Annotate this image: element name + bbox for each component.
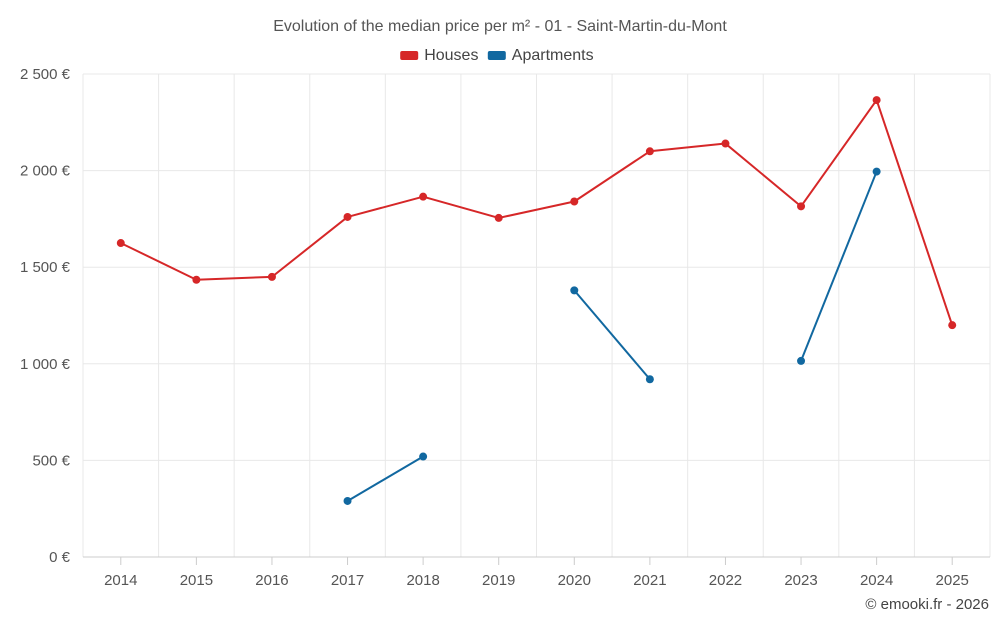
data-point-houses — [192, 275, 201, 284]
y-tick-label: 1 500 € — [20, 259, 71, 276]
data-point-apartments — [419, 452, 428, 461]
data-point-houses — [343, 212, 352, 221]
x-tick-label: 2016 — [255, 572, 288, 589]
x-tick-label: 2022 — [709, 572, 742, 589]
x-tick-label: 2024 — [860, 572, 893, 589]
data-point-apartments — [797, 356, 806, 365]
x-tick-label: 2019 — [482, 572, 515, 589]
data-point-houses — [494, 213, 503, 222]
y-tick-label: 1 000 € — [20, 356, 71, 373]
x-tick-label: 2014 — [104, 572, 137, 589]
grid — [82, 73, 991, 557]
data-point-houses — [570, 197, 579, 206]
series-layer — [116, 96, 957, 505]
legend-label-apartments: Apartments — [512, 47, 594, 64]
legend-swatch-apartments — [487, 51, 506, 60]
data-point-houses — [797, 202, 806, 211]
y-tick-label: 500 € — [32, 452, 70, 469]
legend: Houses Apartments — [400, 47, 594, 64]
y-tick-label: 0 € — [49, 549, 71, 566]
x-tick-label: 2025 — [936, 572, 969, 589]
data-point-houses — [872, 96, 881, 105]
x-tick-label: 2023 — [784, 572, 817, 589]
axes: 0 € 500 € 1 000 € 1 500 € 2 000 € 2 500 € 2014… — [20, 66, 990, 589]
y-tick-label: 2 000 € — [20, 163, 71, 180]
data-point-apartments — [872, 167, 881, 176]
data-point-apartments — [645, 375, 654, 384]
data-point-houses — [267, 272, 276, 281]
series-line-apartments — [800, 171, 878, 362]
x-tick-label: 2015 — [180, 572, 213, 589]
series-line-houses — [120, 99, 954, 326]
data-point-houses — [948, 321, 957, 330]
data-point-houses — [419, 192, 428, 201]
credit-text: © emooki.fr - 2026 — [865, 596, 989, 613]
data-point-houses — [645, 147, 654, 156]
chart-title: Evolution of the median price per m² - 0… — [273, 18, 727, 35]
legend-label-houses: Houses — [424, 47, 478, 64]
data-point-apartments — [570, 286, 579, 295]
x-tick-label: 2018 — [406, 572, 439, 589]
data-point-houses — [721, 139, 730, 148]
x-tick-label: 2021 — [633, 572, 666, 589]
series-line-apartments — [347, 455, 424, 502]
series-line-apartments — [573, 289, 651, 380]
data-point-houses — [116, 239, 125, 248]
legend-swatch-houses — [400, 51, 419, 60]
y-tick-label: 2 500 € — [20, 66, 71, 83]
x-tick-label: 2020 — [558, 572, 591, 589]
series-apartments — [343, 167, 881, 505]
x-tick-label: 2017 — [331, 572, 364, 589]
legend-item-houses: Houses — [400, 47, 478, 64]
data-point-apartments — [343, 496, 352, 505]
series-houses — [116, 96, 957, 330]
legend-item-apartments: Apartments — [487, 47, 594, 64]
